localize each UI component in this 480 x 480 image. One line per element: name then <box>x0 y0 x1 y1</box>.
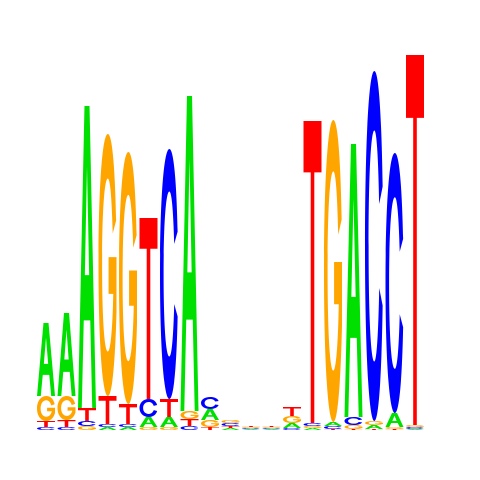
glyph-t-pos-11 <box>242 426 260 427</box>
glyph-a-pos-7 <box>160 417 178 427</box>
logo-column-9 <box>201 397 219 430</box>
glyph-c-pos-8 <box>180 426 199 430</box>
logo-column-15 <box>324 120 342 430</box>
glyph-t-pos-10 <box>221 426 240 428</box>
glyph-g-pos-19 <box>406 425 424 427</box>
glyph-a-pos-2 <box>57 313 76 396</box>
logo-column-6 <box>139 218 158 430</box>
logo-column-11 <box>242 426 260 430</box>
logo-column-13 <box>283 407 301 430</box>
logo-column-5 <box>119 152 137 430</box>
glyph-g-pos-1 <box>37 396 55 421</box>
glyph-g-pos-5 <box>119 152 137 404</box>
glyph-t-pos-5 <box>119 404 137 424</box>
glyph-c-pos-12 <box>262 428 281 429</box>
glyph-g-pos-18 <box>385 427 404 429</box>
glyph-c-pos-4 <box>98 424 117 427</box>
glyph-g-pos-2 <box>57 396 76 420</box>
glyph-a-pos-13 <box>283 423 301 428</box>
logo-column-12 <box>262 426 281 430</box>
glyph-c-pos-7 <box>160 149 178 399</box>
glyph-t-pos-15 <box>324 429 342 430</box>
glyph-t-pos-19 <box>406 55 424 425</box>
glyph-t-pos-18 <box>385 429 404 430</box>
glyph-t-pos-2 <box>57 420 76 427</box>
glyph-a-pos-1 <box>37 323 55 396</box>
glyph-t-pos-3 <box>78 408 96 421</box>
glyph-c-pos-6 <box>139 399 158 417</box>
glyph-a-pos-6 <box>139 417 158 427</box>
glyph-a-pos-19 <box>406 429 424 430</box>
glyph-a-pos-15 <box>324 422 342 426</box>
glyph-a-pos-9 <box>201 409 219 420</box>
glyph-g-pos-15 <box>324 120 342 422</box>
glyph-g-pos-4 <box>98 134 117 396</box>
glyph-g-pos-17 <box>365 421 383 425</box>
glyph-t-pos-13 <box>283 407 301 416</box>
glyph-g-pos-13 <box>283 416 301 423</box>
logo-column-4 <box>98 134 117 430</box>
logo-column-10 <box>221 420 240 430</box>
glyph-c-pos-2 <box>57 427 76 430</box>
glyph-g-pos-16 <box>344 425 363 429</box>
glyph-a-pos-10 <box>221 428 240 430</box>
glyph-a-pos-18 <box>385 413 404 427</box>
glyph-t-pos-16 <box>344 429 363 430</box>
glyph-a-pos-12 <box>262 429 281 430</box>
glyph-g-pos-6 <box>139 427 158 430</box>
glyph-g-pos-3 <box>78 426 96 430</box>
glyph-a-pos-5 <box>119 427 137 430</box>
glyph-a-pos-14 <box>303 428 322 430</box>
glyph-a-pos-8 <box>180 96 199 411</box>
logo-column-7 <box>160 149 178 430</box>
glyph-c-pos-1 <box>37 427 55 430</box>
glyph-c-pos-16 <box>344 417 363 425</box>
glyph-c-pos-5 <box>119 424 137 427</box>
logo-column-2 <box>57 313 76 430</box>
glyph-g-pos-7 <box>160 427 178 430</box>
glyph-a-pos-17 <box>365 425 383 429</box>
glyph-g-pos-9 <box>201 420 219 427</box>
glyph-g-pos-8 <box>180 411 199 419</box>
glyph-c-pos-19 <box>406 427 424 429</box>
glyph-c-pos-15 <box>324 426 342 429</box>
glyph-t-pos-4 <box>98 396 117 424</box>
glyph-a-pos-3 <box>78 106 96 408</box>
glyph-a-pos-16 <box>344 144 363 417</box>
glyph-c-pos-14 <box>303 423 322 426</box>
glyph-t-pos-8 <box>180 419 199 426</box>
logo-column-17 <box>365 71 383 430</box>
logo-column-16 <box>344 144 363 430</box>
logo-column-14 <box>303 121 322 430</box>
glyph-c-pos-13 <box>283 428 301 430</box>
glyph-t-pos-12 <box>262 426 281 427</box>
glyph-c-pos-11 <box>242 428 260 429</box>
glyph-t-pos-9 <box>201 427 219 430</box>
glyph-g-pos-10 <box>221 420 240 423</box>
glyph-t-pos-6 <box>139 218 158 399</box>
glyph-c-pos-18 <box>385 153 404 413</box>
logo-column-19 <box>406 55 424 430</box>
logo-column-3 <box>78 106 96 430</box>
logo-column-8 <box>180 96 199 430</box>
glyph-a-pos-11 <box>242 429 260 430</box>
glyph-c-pos-10 <box>221 423 240 426</box>
glyph-g-pos-12 <box>262 427 281 428</box>
glyph-a-pos-4 <box>98 427 117 430</box>
glyph-g-pos-11 <box>242 427 260 428</box>
glyph-t-pos-17 <box>365 429 383 430</box>
logo-column-1 <box>37 323 55 430</box>
glyph-t-pos-7 <box>160 399 178 417</box>
glyph-c-pos-17 <box>365 71 383 421</box>
glyph-c-pos-9 <box>201 397 219 409</box>
glyph-c-pos-3 <box>78 421 96 426</box>
logo-column-18 <box>385 153 404 430</box>
glyph-g-pos-14 <box>303 426 322 428</box>
glyph-t-pos-1 <box>37 421 55 427</box>
glyph-t-pos-14 <box>303 121 322 423</box>
